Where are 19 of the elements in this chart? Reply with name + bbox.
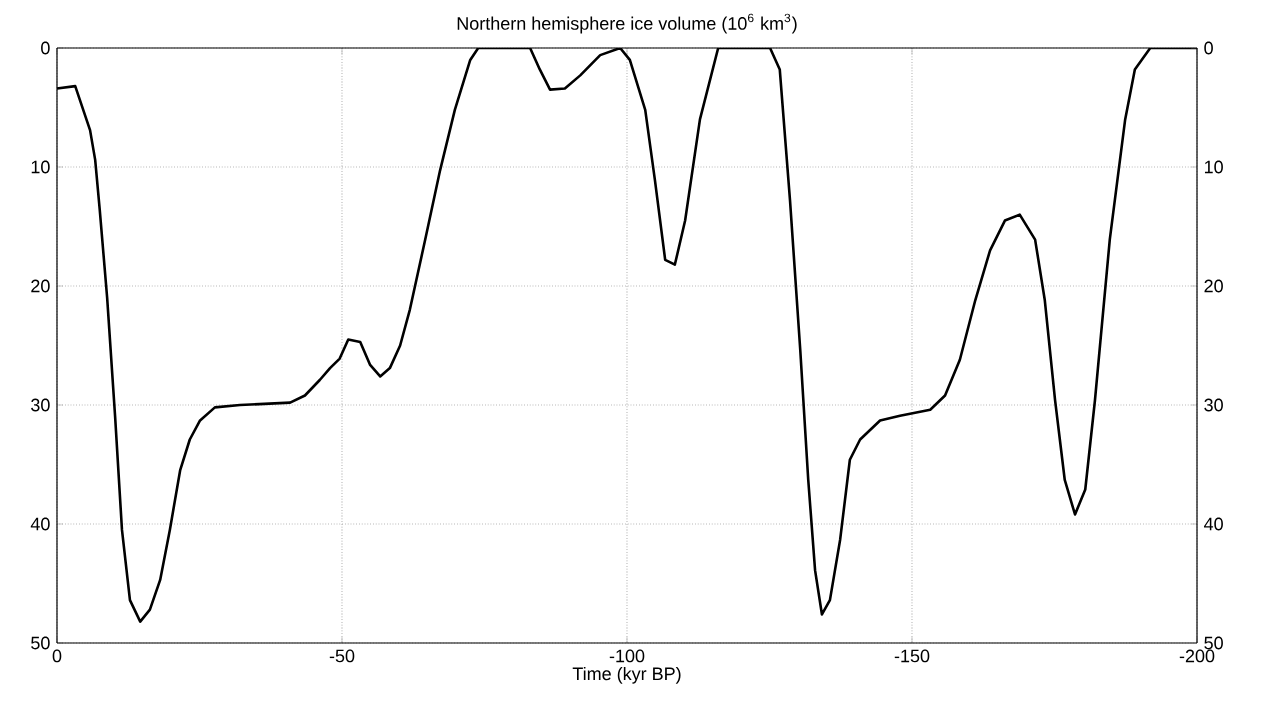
x-tick-label: -100 — [609, 649, 645, 663]
y2-tick-label: 30 — [1204, 398, 1223, 412]
x-tick-label: 0 — [52, 649, 62, 663]
y2-tick-label: 10 — [1204, 160, 1223, 174]
y-tick-label: 50 — [31, 636, 50, 650]
x-tick-label: -50 — [329, 649, 355, 663]
y-tick-label: 20 — [31, 279, 50, 293]
y-tick-label: 30 — [31, 398, 50, 412]
y-tick-label: 40 — [30, 517, 50, 531]
chart-title: Northern hemisphere ice volume (10$^{6}$ km$^{3}$) — [457, 13, 797, 34]
y2-tick-label: 50 — [1204, 636, 1223, 650]
y2-tick-label: 20 — [1204, 279, 1223, 293]
x-axis-title: Time (kyr BP) — [572, 666, 681, 684]
y2-tick-label: 0 — [1204, 41, 1213, 55]
y-tick-label: 10 — [31, 160, 50, 174]
x-tick-label: -150 — [894, 649, 930, 663]
x-tick-label: -200 — [1179, 649, 1215, 663]
y2-tick-label: 40 — [1204, 517, 1223, 531]
y-tick-label: 0 — [41, 41, 50, 55]
